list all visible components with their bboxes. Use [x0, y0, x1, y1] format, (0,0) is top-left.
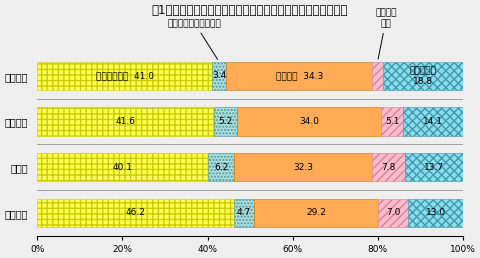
- Text: 46.2: 46.2: [126, 208, 145, 217]
- Text: 住宅地区  34.3: 住宅地区 34.3: [276, 71, 323, 80]
- Bar: [234, 153, 372, 181]
- Text: 13.0: 13.0: [426, 208, 446, 217]
- Text: 34.0: 34.0: [299, 117, 319, 126]
- Text: 6.2: 6.2: [214, 163, 228, 172]
- Text: 7.0: 7.0: [386, 208, 400, 217]
- Text: 3.4: 3.4: [212, 71, 226, 80]
- Bar: [226, 62, 372, 90]
- Bar: [37, 153, 208, 181]
- Text: オフィス街地区　３４: オフィス街地区 ３４: [168, 19, 222, 59]
- Bar: [372, 62, 383, 90]
- Text: その他地区
18.8: その他地区 18.8: [409, 66, 436, 86]
- Bar: [215, 107, 237, 136]
- Bar: [237, 107, 381, 136]
- Bar: [37, 62, 212, 90]
- Bar: [403, 107, 463, 136]
- Text: 14.1: 14.1: [423, 117, 443, 126]
- Bar: [208, 153, 234, 181]
- Bar: [383, 62, 463, 90]
- Text: 商業集積地区  41.0: 商業集積地区 41.0: [96, 71, 154, 80]
- Text: 7.8: 7.8: [381, 163, 396, 172]
- Text: 32.3: 32.3: [293, 163, 313, 172]
- Text: 4.7: 4.7: [237, 208, 251, 217]
- Bar: [254, 199, 378, 227]
- Text: 41.6: 41.6: [116, 117, 136, 126]
- Text: 29.2: 29.2: [306, 208, 326, 217]
- Text: 工業地区
２５: 工業地区 ２５: [375, 9, 397, 59]
- Text: 5.2: 5.2: [218, 117, 233, 126]
- Text: 40.1: 40.1: [113, 163, 132, 172]
- Bar: [381, 107, 403, 136]
- Text: 5.1: 5.1: [385, 117, 399, 126]
- Bar: [37, 199, 234, 227]
- Title: 図1　立地環境特性別　小売事業所が小売業全体に占める割合: 図1 立地環境特性別 小売事業所が小売業全体に占める割合: [152, 4, 348, 17]
- Bar: [212, 62, 226, 90]
- Bar: [378, 199, 408, 227]
- Text: 13.7: 13.7: [424, 163, 444, 172]
- Bar: [372, 153, 405, 181]
- Bar: [408, 199, 463, 227]
- Bar: [37, 107, 215, 136]
- Bar: [234, 199, 254, 227]
- Bar: [405, 153, 463, 181]
